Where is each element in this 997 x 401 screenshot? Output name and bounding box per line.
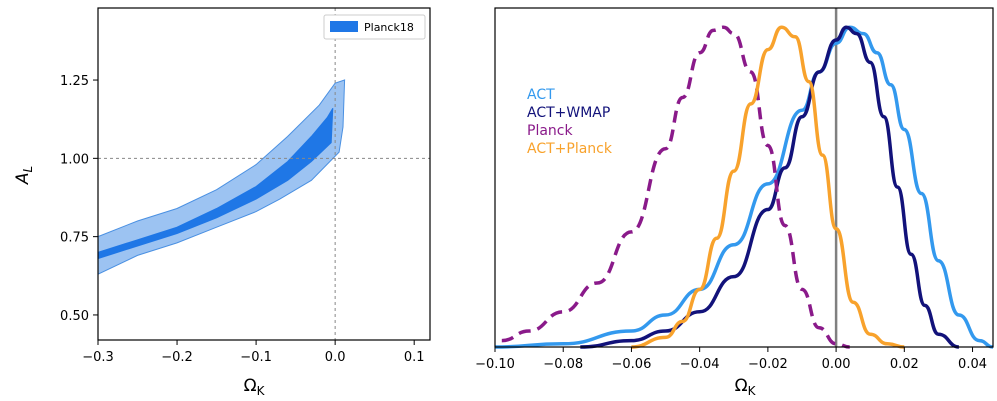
left-y-ticks: 0.50 0.75 1.00 1.25 bbox=[60, 74, 98, 324]
left-legend: Planck18 bbox=[323, 14, 426, 40]
x-tick-label: 0.1 bbox=[404, 350, 425, 365]
left-x-axis-title: ΩK bbox=[244, 376, 266, 398]
x-tick-label: −0.02 bbox=[748, 357, 788, 372]
y-tick-label: 1.25 bbox=[60, 74, 89, 89]
contour-95pct bbox=[97, 79, 346, 275]
right-x-ticks: −0.10 −0.08 −0.06 −0.04 −0.02 0.00 0.02 0.04 bbox=[475, 347, 987, 372]
left-plot-frame bbox=[97, 7, 431, 341]
annotation-planck: Planck bbox=[527, 123, 573, 139]
y-tick-label: 0.50 bbox=[60, 309, 89, 324]
left-y-axis-title: AL bbox=[13, 166, 35, 185]
contour-68pct bbox=[97, 107, 334, 260]
right-plot-frame bbox=[494, 7, 994, 348]
x-tick-label: −0.10 bbox=[475, 357, 515, 372]
annotation-act-wmap: ACT+WMAP bbox=[527, 105, 610, 121]
x-tick-label: −0.3 bbox=[82, 350, 114, 365]
series-line-planck bbox=[501, 25, 850, 349]
x-tick-label: 0.02 bbox=[890, 357, 919, 372]
left-x-ticks: −0.3 −0.2 −0.1 0.0 0.1 bbox=[82, 340, 425, 365]
right-posterior-panel: −0.10 −0.08 −0.06 −0.04 −0.02 0.00 0.02 0.04 AC… bbox=[475, 7, 994, 398]
right-x-axis-title: ΩK bbox=[735, 376, 757, 398]
left-contour-panel: −0.3 −0.2 −0.1 0.0 0.1 0.50 0.75 1.00 1.25 Plan… bbox=[13, 7, 431, 398]
y-tick-label: 0.75 bbox=[60, 231, 89, 246]
legend-label: Planck18 bbox=[364, 21, 414, 34]
contour-layer bbox=[97, 79, 346, 275]
series-line-act bbox=[494, 25, 994, 349]
x-tick-label: 0.0 bbox=[325, 350, 346, 365]
x-tick-label: −0.06 bbox=[612, 357, 652, 372]
x-tick-label: −0.08 bbox=[543, 357, 583, 372]
annotation-act-planck: ACT+Planck bbox=[527, 141, 613, 157]
y-tick-label: 1.00 bbox=[60, 152, 89, 167]
annotation-act: ACT bbox=[527, 87, 555, 103]
x-tick-label: −0.1 bbox=[240, 350, 272, 365]
series-line-act-planck bbox=[631, 25, 905, 349]
series-line-act-wmap bbox=[580, 25, 960, 349]
reference-lines bbox=[98, 8, 430, 340]
x-tick-label: −0.04 bbox=[680, 357, 720, 372]
series-annotations: ACT ACT+WMAP Planck ACT+Planck bbox=[527, 87, 613, 157]
legend-swatch bbox=[330, 21, 358, 32]
x-tick-label: 0.00 bbox=[822, 357, 851, 372]
x-tick-label: −0.2 bbox=[161, 350, 193, 365]
posterior-curves bbox=[494, 25, 994, 349]
x-tick-label: 0.04 bbox=[958, 357, 987, 372]
